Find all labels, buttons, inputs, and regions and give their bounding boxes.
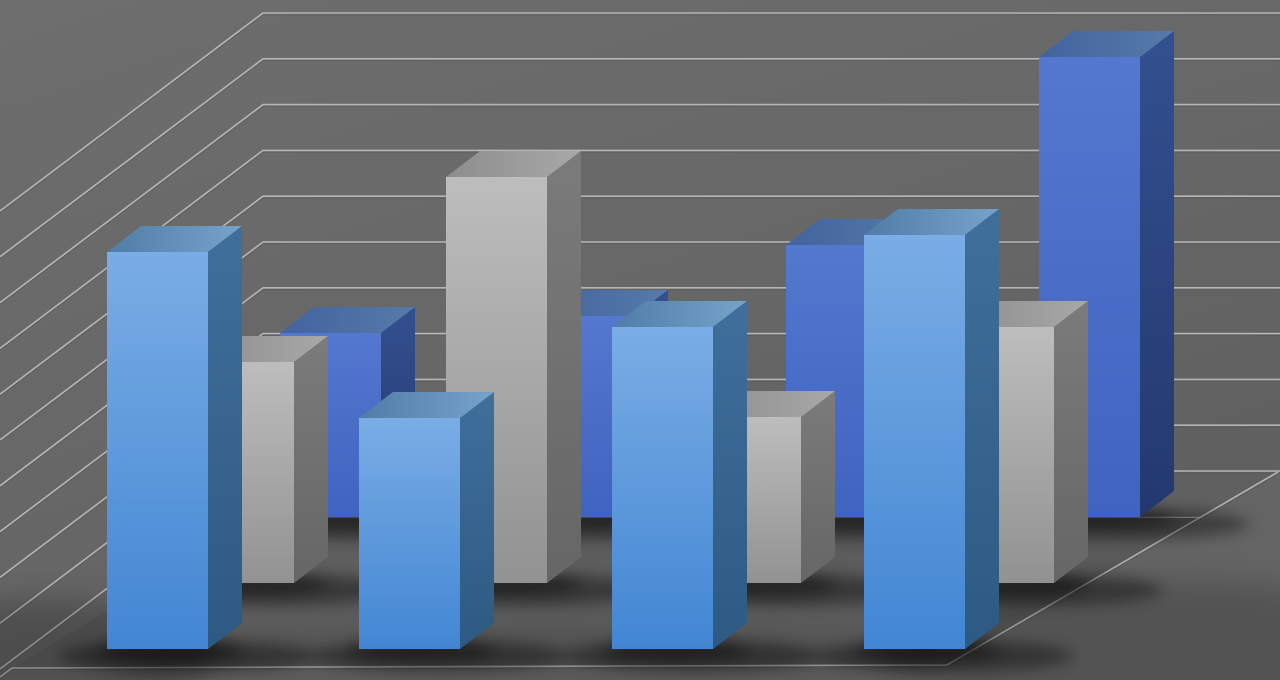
bar-top-face (280, 307, 415, 333)
gridline-shadow (0, 59, 1280, 260)
bar-side-face (713, 301, 747, 649)
bar-front-1 (58, 226, 317, 672)
gridline (0, 149, 1280, 350)
bar-top-face (864, 209, 999, 235)
bar-front-face (359, 418, 460, 649)
bar-side-face (1140, 31, 1174, 517)
gridline (0, 195, 1280, 395)
bar-top-face (612, 301, 747, 327)
bar-side-face (801, 391, 835, 583)
bar-front-2 (310, 392, 569, 672)
bar-top-face (446, 151, 581, 177)
gridline-shadow (0, 197, 1280, 397)
bar-front-face (612, 327, 713, 649)
bar-side-face (965, 209, 999, 649)
bar-top-face (1039, 31, 1174, 57)
gridline (0, 57, 1280, 258)
bar-front-4 (815, 209, 1074, 672)
bar-front-face (107, 252, 208, 649)
gridline (0, 12, 1280, 212)
bar-front-3 (563, 301, 822, 672)
bar-side-face (1054, 301, 1088, 583)
bar-top-face (359, 392, 494, 418)
bar-side-face (547, 151, 581, 583)
bar-front-face (864, 235, 965, 649)
bar-side-face (460, 392, 494, 649)
gridline-shadow (0, 105, 1280, 305)
bar-side-face (208, 226, 242, 649)
bar-side-face (294, 336, 328, 583)
bar-top-face (107, 226, 242, 252)
gridline (0, 103, 1280, 304)
gridline-shadow (0, 14, 1280, 214)
gridline-shadow (0, 151, 1280, 351)
